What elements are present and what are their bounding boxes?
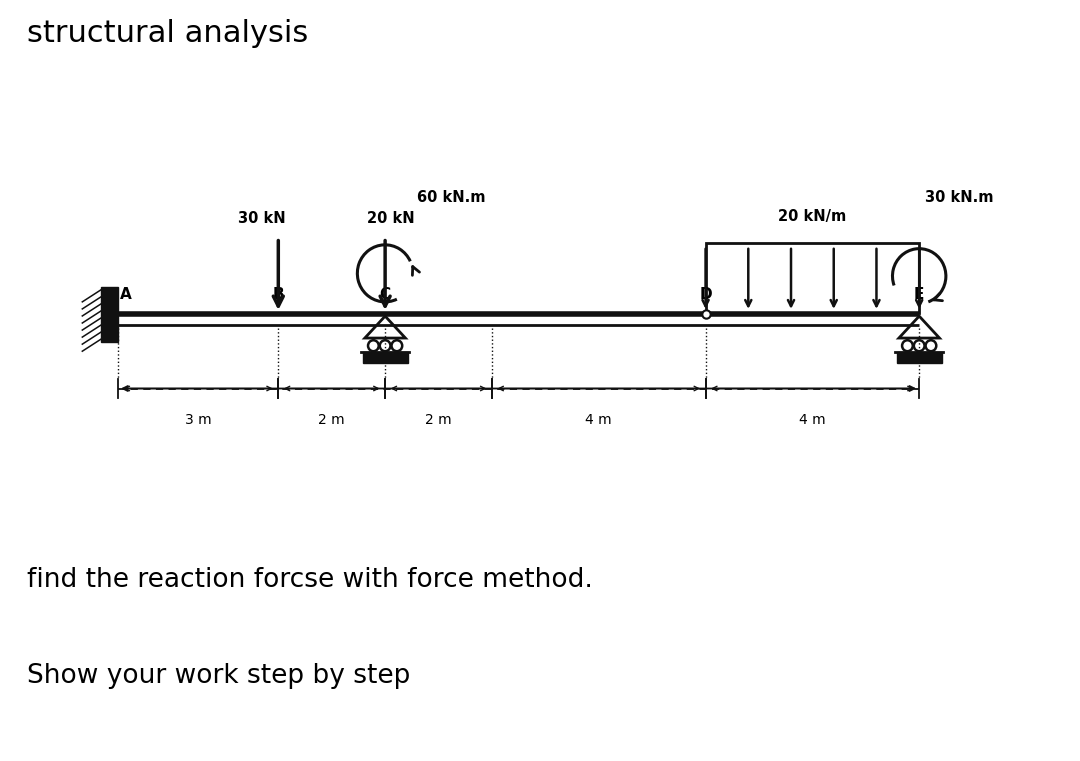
Text: 4 m: 4 m xyxy=(585,413,612,427)
Text: find the reaction forcse with force method.: find the reaction forcse with force meth… xyxy=(27,567,593,593)
Bar xyxy=(363,352,407,363)
Text: E: E xyxy=(914,288,924,302)
Bar xyxy=(896,352,942,363)
Text: B: B xyxy=(272,288,284,302)
Text: A: A xyxy=(120,288,132,302)
Text: D: D xyxy=(699,288,712,302)
Text: 20 kN: 20 kN xyxy=(366,211,415,226)
Text: 4 m: 4 m xyxy=(799,413,826,427)
Text: Show your work step by step: Show your work step by step xyxy=(27,663,410,689)
Text: 3 m: 3 m xyxy=(185,413,212,427)
Text: 60 kN.m: 60 kN.m xyxy=(417,189,486,205)
Text: 30 kN: 30 kN xyxy=(239,211,286,226)
Text: 20 kN/m: 20 kN/m xyxy=(779,209,847,224)
Text: 2 m: 2 m xyxy=(319,413,345,427)
Bar xyxy=(705,244,919,313)
Bar xyxy=(102,287,118,342)
Text: 2 m: 2 m xyxy=(426,413,451,427)
Text: 30 kN.m: 30 kN.m xyxy=(924,189,993,205)
Text: structural analysis: structural analysis xyxy=(27,19,308,48)
Text: C: C xyxy=(379,288,391,302)
